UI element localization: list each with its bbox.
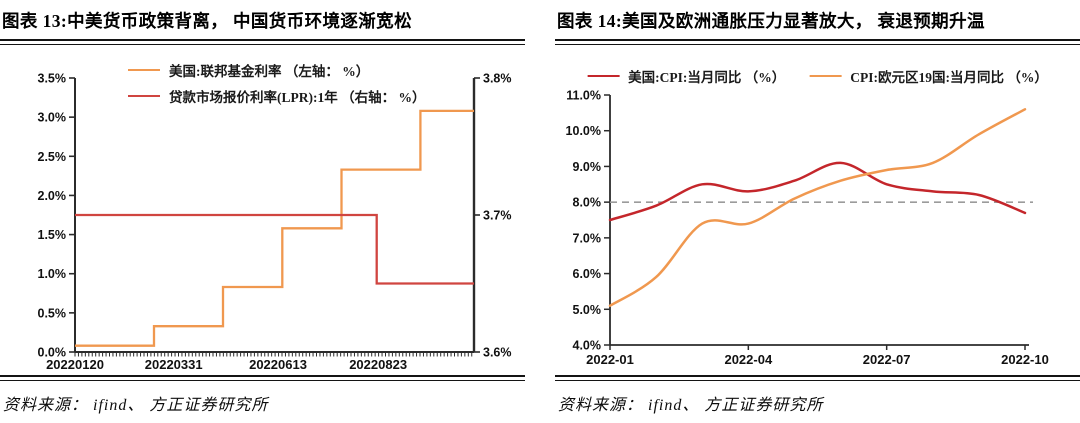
legend-item-lpr: 贷款市场报价利率(LPR):1年 （右轴： %） bbox=[128, 86, 426, 106]
y-axis-right-tick-label: 3.7% bbox=[483, 209, 512, 223]
panel-chart-14: 图表 14:美国及欧洲通胀压力显著放大， 衰退预期升温 美国:CPI:当月同比 … bbox=[555, 6, 1080, 423]
us-eu-cpi-chart: 4.0% 5.0% 6.0% 7.0% 8.0% 9.0% 10.0% 11.0% 2022-0… bbox=[566, 89, 1049, 368]
y-axis-left-tick-label: 3.0% bbox=[38, 111, 67, 125]
x-axis-tick-label: 20220331 bbox=[145, 357, 203, 372]
y-axis-tick-label: 11.0% bbox=[566, 89, 601, 103]
chart14-title: 图表 14:美国及欧洲通胀压力显著放大， 衰退预期升温 bbox=[557, 11, 985, 31]
panel-chart-13: 图表 13:中美货币政策背离， 中国货币环境逐渐宽松 美国:联邦基金利率 （左轴… bbox=[0, 6, 525, 423]
y-axis-left-tick-label: 0.5% bbox=[38, 306, 67, 320]
chart14-title-rule bbox=[555, 39, 1080, 45]
legend-item-eu-cpi: CPI:欧元区19国:当月同比 （%） bbox=[809, 66, 1048, 86]
y-axis-right-tick-label: 3.8% bbox=[483, 72, 512, 86]
y-axis-tick-label: 7.0% bbox=[573, 231, 602, 245]
y-axis-left-tick-label: 2.5% bbox=[38, 150, 67, 164]
lpr-1y-line bbox=[75, 213, 474, 285]
y-axis-left-tick-label: 3.5% bbox=[38, 72, 67, 86]
chart13-source-note: 资料来源： ifind、 方正证券研究所 bbox=[3, 397, 269, 414]
chart14-area: 美国:CPI:当月同比 （%） CPI:欧元区19国:当月同比 （%） 4.0%… bbox=[555, 45, 1080, 375]
chart13-area: 美国:联邦基金利率 （左轴： %） 贷款市场报价利率(LPR):1年 （右轴： … bbox=[0, 45, 525, 375]
y-axis-tick-label: 4.0% bbox=[573, 339, 602, 353]
legend-item-us-cpi: 美国:CPI:当月同比 （%） bbox=[587, 66, 785, 86]
y-axis-tick-label: 5.0% bbox=[573, 303, 602, 317]
lpr-legend-label: 贷款市场报价利率(LPR):1年 （右轴： %） bbox=[169, 90, 426, 105]
legend-item-fed-funds: 美国:联邦基金利率 （左轴： %） bbox=[128, 60, 369, 80]
x-axis-tick-label: 2022-07 bbox=[863, 352, 911, 367]
x-axis-tick-label: 20220120 bbox=[46, 357, 104, 372]
chart14-footer-rule bbox=[555, 375, 1080, 381]
eu-cpi-line bbox=[608, 108, 1027, 307]
eu-cpi-line-swatch bbox=[809, 74, 842, 78]
y-axis-left-tick-label: 1.5% bbox=[38, 228, 67, 242]
chart13-footer-rule bbox=[0, 375, 525, 381]
x-axis-tick-label: 20220613 bbox=[249, 357, 307, 372]
fed-funds-legend-label: 美国:联邦基金利率 （左轴： %） bbox=[169, 64, 370, 79]
fed-funds-rate-line bbox=[75, 109, 474, 347]
lpr-line-swatch bbox=[128, 94, 160, 98]
x-axis-tick-label: 20220823 bbox=[349, 357, 407, 372]
chart13-title-rule bbox=[0, 39, 525, 45]
chart14-source-note: 资料来源： ifind、 方正证券研究所 bbox=[558, 397, 824, 414]
x-axis-tick-label: 2022-10 bbox=[1001, 352, 1049, 367]
y-axis-tick-label: 9.0% bbox=[573, 160, 602, 174]
eu-cpi-legend-label: CPI:欧元区19国:当月同比 （%） bbox=[850, 70, 1048, 85]
fed-funds-line-swatch bbox=[128, 68, 160, 72]
chart13-title: 图表 13:中美货币政策背离， 中国货币环境逐渐宽松 bbox=[2, 11, 412, 31]
fed-funds-vs-lpr-chart: 0.0% 0.5% 1.0% 1.5% 2.0% 2.5% 3.0% 3.5% 3.6% 3.7%… bbox=[38, 72, 512, 373]
x-axis-tick-label: 2022-04 bbox=[724, 352, 772, 367]
us-cpi-line-swatch bbox=[587, 74, 620, 78]
y-axis-left-tick-label: 0.0% bbox=[38, 346, 67, 360]
chart13-legend: 美国:联邦基金利率 （左轴： %） 贷款市场报价利率(LPR):1年 （右轴： … bbox=[128, 60, 426, 106]
us-cpi-line bbox=[608, 161, 1027, 222]
chart14-legend: 美国:CPI:当月同比 （%） CPI:欧元区19国:当月同比 （%） bbox=[587, 66, 1048, 86]
y-axis-tick-label: 6.0% bbox=[573, 267, 602, 281]
x-axis-tick-label: 2022-01 bbox=[586, 352, 634, 367]
y-axis-left-tick-label: 2.0% bbox=[38, 189, 67, 203]
y-axis-tick-label: 8.0% bbox=[573, 196, 602, 210]
y-axis-left-tick-label: 1.0% bbox=[38, 267, 67, 281]
y-axis-tick-label: 10.0% bbox=[566, 124, 601, 138]
us-cpi-legend-label: 美国:CPI:当月同比 （%） bbox=[628, 70, 786, 85]
y-axis-right-tick-label: 3.6% bbox=[483, 346, 512, 360]
